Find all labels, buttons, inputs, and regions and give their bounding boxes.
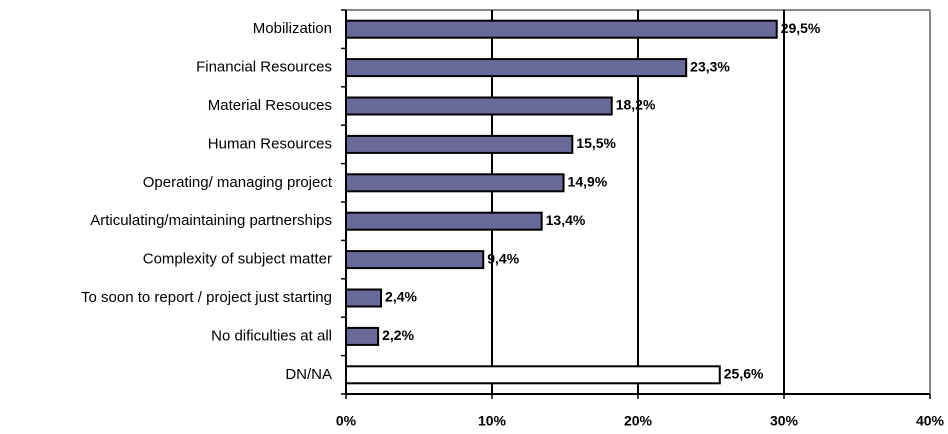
bar	[345, 58, 688, 78]
x-tick-label: 30%	[770, 413, 799, 429]
y-tick-label: Mobilization	[253, 20, 332, 37]
data-label: 2,4%	[385, 289, 417, 305]
y-tick-label: Human Resources	[208, 135, 332, 152]
y-tick-label: Material Resouces	[208, 97, 332, 114]
y-tick-label: Financial Resources	[196, 59, 332, 76]
x-tick-label: 0%	[336, 413, 357, 429]
y-tick-label: DN/NA	[285, 366, 332, 383]
bar	[345, 96, 613, 116]
data-label: 9,4%	[487, 250, 519, 266]
x-tick-label: 40%	[916, 413, 945, 429]
data-label: 15,5%	[576, 135, 616, 151]
data-label: 23,3%	[690, 58, 730, 74]
data-label: 18,2%	[616, 97, 656, 113]
y-tick-label: To soon to report / project just startin…	[81, 289, 332, 306]
x-tick-label: 20%	[624, 413, 653, 429]
y-tick-label: Complexity of subject matter	[143, 251, 332, 268]
data-label: 25,6%	[724, 366, 764, 382]
x-tick-label: 10%	[478, 413, 507, 429]
bar	[345, 288, 383, 308]
y-tick-label: No dificulties at all	[211, 327, 332, 344]
bar	[345, 173, 565, 193]
y-tick-label: Operating/ managing project	[143, 174, 333, 191]
bar	[345, 134, 574, 154]
bar	[345, 211, 543, 231]
bar	[345, 250, 485, 270]
data-label: 29,5%	[781, 20, 821, 36]
data-label: 2,2%	[382, 327, 414, 343]
data-label: 14,9%	[568, 174, 608, 190]
bar	[345, 326, 380, 346]
y-tick-label: Articulating/maintaining partnerships	[90, 212, 332, 229]
data-label: 13,4%	[546, 212, 586, 228]
bar	[345, 19, 778, 39]
bar	[345, 365, 721, 385]
